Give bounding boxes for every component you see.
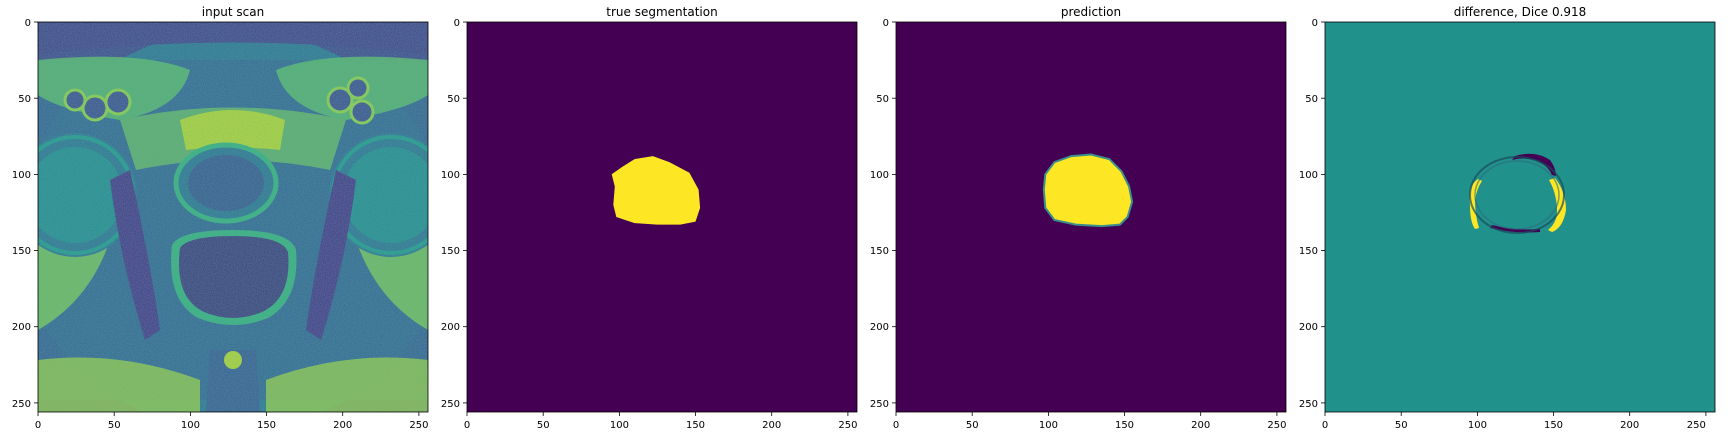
x-tick-label: 200	[333, 420, 352, 431]
x-tick-label: 0	[1322, 420, 1328, 431]
panel-title: input scan	[202, 5, 265, 19]
panel-title: difference, Dice 0.918	[1454, 5, 1587, 19]
x-tick-label: 200	[1620, 420, 1639, 431]
x-tick-label: 100	[1468, 420, 1487, 431]
x-tick-label: 200	[762, 420, 781, 431]
x-tick-label: 100	[610, 420, 629, 431]
segmentation-mask	[611, 156, 701, 225]
difference-ring-purple	[1512, 153, 1556, 176]
x-tick-label: 250	[838, 420, 857, 431]
y-tick-label: 100	[870, 170, 889, 181]
difference-ring-outline	[1469, 156, 1565, 234]
y-tick-label: 200	[12, 322, 31, 333]
x-tick-label: 200	[1191, 420, 1210, 431]
panel-prediction: prediction 0 50 100 150 200 250	[870, 5, 1287, 431]
y-tick-label: 150	[1299, 246, 1318, 257]
y-tick-label: 150	[441, 246, 460, 257]
x-ticks: 0 50 100 150 200 250	[893, 412, 1286, 431]
prediction-mask	[1042, 153, 1134, 228]
x-tick-label: 250	[409, 420, 428, 431]
x-ticks: 0 50 100 150 200 250	[35, 412, 428, 431]
panel-title: true segmentation	[606, 5, 717, 19]
x-tick-label: 150	[1544, 420, 1563, 431]
x-tick-label: 100	[181, 420, 200, 431]
x-tick-label: 100	[1039, 420, 1058, 431]
difference-ring-yellow	[1469, 179, 1482, 229]
y-tick-label: 200	[441, 322, 460, 333]
x-tick-label: 50	[537, 420, 550, 431]
y-tick-label: 250	[1299, 399, 1318, 410]
x-tick-label: 250	[1687, 420, 1706, 431]
difference-ring-purple	[1490, 225, 1540, 233]
y-tick-label: 50	[18, 94, 31, 105]
y-tick-label: 50	[1305, 94, 1318, 105]
y-tick-label: 150	[870, 246, 889, 257]
x-tick-label: 150	[1115, 420, 1134, 431]
panel-input-scan: input scan	[12, 5, 429, 431]
x-tick-label: 150	[257, 420, 276, 431]
y-tick-label: 250	[441, 399, 460, 410]
panel-true-segmentation: true segmentation 0 50 100 150 200 250	[441, 5, 858, 431]
mri-image	[38, 22, 428, 412]
y-tick-label: 100	[441, 170, 460, 181]
panel-difference: difference, Dice 0.918 0 50 100 150 200 …	[1299, 5, 1716, 431]
difference-background	[1325, 22, 1715, 412]
y-tick-label: 250	[870, 399, 889, 410]
y-tick-label: 250	[12, 399, 31, 410]
axes-frame	[466, 21, 858, 413]
panel-title: prediction	[1061, 5, 1121, 19]
x-tick-label: 0	[35, 420, 41, 431]
difference-ring-outline	[1474, 160, 1560, 230]
x-tick-label: 50	[966, 420, 979, 431]
y-tick-label: 0	[1312, 18, 1318, 29]
y-tick-label: 200	[870, 322, 889, 333]
axes-frame	[895, 21, 1287, 413]
x-tick-label: 150	[686, 420, 705, 431]
y-tick-label: 50	[876, 94, 889, 105]
y-ticks: 0 50 100 150 200 250	[441, 18, 467, 410]
x-tick-label: 0	[893, 420, 899, 431]
x-tick-label: 0	[464, 420, 470, 431]
y-ticks: 0 50 100 150 200 250	[870, 18, 896, 410]
x-ticks: 0 50 100 150 200 250	[464, 412, 857, 431]
axes-frame	[37, 21, 429, 413]
x-tick-label: 50	[1395, 420, 1408, 431]
y-tick-label: 0	[25, 18, 31, 29]
x-tick-label: 250	[1267, 420, 1286, 431]
y-ticks: 0 50 100 150 200 250	[1299, 18, 1325, 410]
y-ticks: 0 50 100 150 200 250	[12, 18, 38, 410]
y-tick-label: 50	[447, 94, 460, 105]
y-tick-label: 100	[1299, 170, 1318, 181]
y-tick-label: 200	[1299, 322, 1318, 333]
y-tick-label: 100	[12, 170, 31, 181]
x-ticks: 0 50 100 150 200 250	[1322, 412, 1707, 431]
axes-frame	[1324, 21, 1716, 413]
y-tick-label: 0	[454, 18, 460, 29]
y-tick-label: 0	[883, 18, 889, 29]
y-tick-label: 150	[12, 246, 31, 257]
x-tick-label: 50	[108, 420, 121, 431]
